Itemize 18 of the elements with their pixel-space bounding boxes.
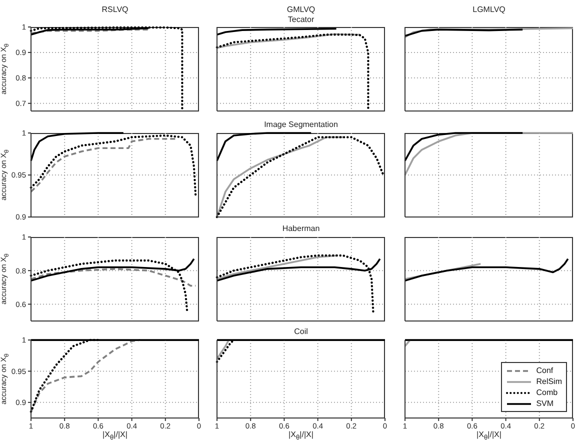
chart-title: Coil (293, 327, 309, 337)
x-axis-title: |X$_{θ}$|/|X| (476, 430, 502, 442)
x-axis-title: |X$_{θ}$|/|X| (288, 430, 314, 442)
chart-title: RSLVQ (100, 5, 130, 15)
line-series (30, 138, 176, 193)
line-series (30, 134, 197, 198)
legend-label: RelSim (536, 376, 562, 387)
legend-label: Conf (536, 365, 554, 376)
legend-label: SVM (536, 398, 554, 409)
chart-title: LGMLVQ (472, 5, 506, 15)
chart-title: Image Segmentation (263, 120, 339, 130)
line-series (30, 268, 197, 287)
chart-subtitle: Tecator (286, 15, 316, 25)
line-series (30, 132, 124, 162)
x-axis-title: |X$_{θ}$|/|X| (102, 430, 128, 442)
chart-title: Haberman (281, 224, 321, 234)
legend-label: Comb (536, 387, 558, 398)
chart-title: GMLVQ (286, 5, 316, 15)
